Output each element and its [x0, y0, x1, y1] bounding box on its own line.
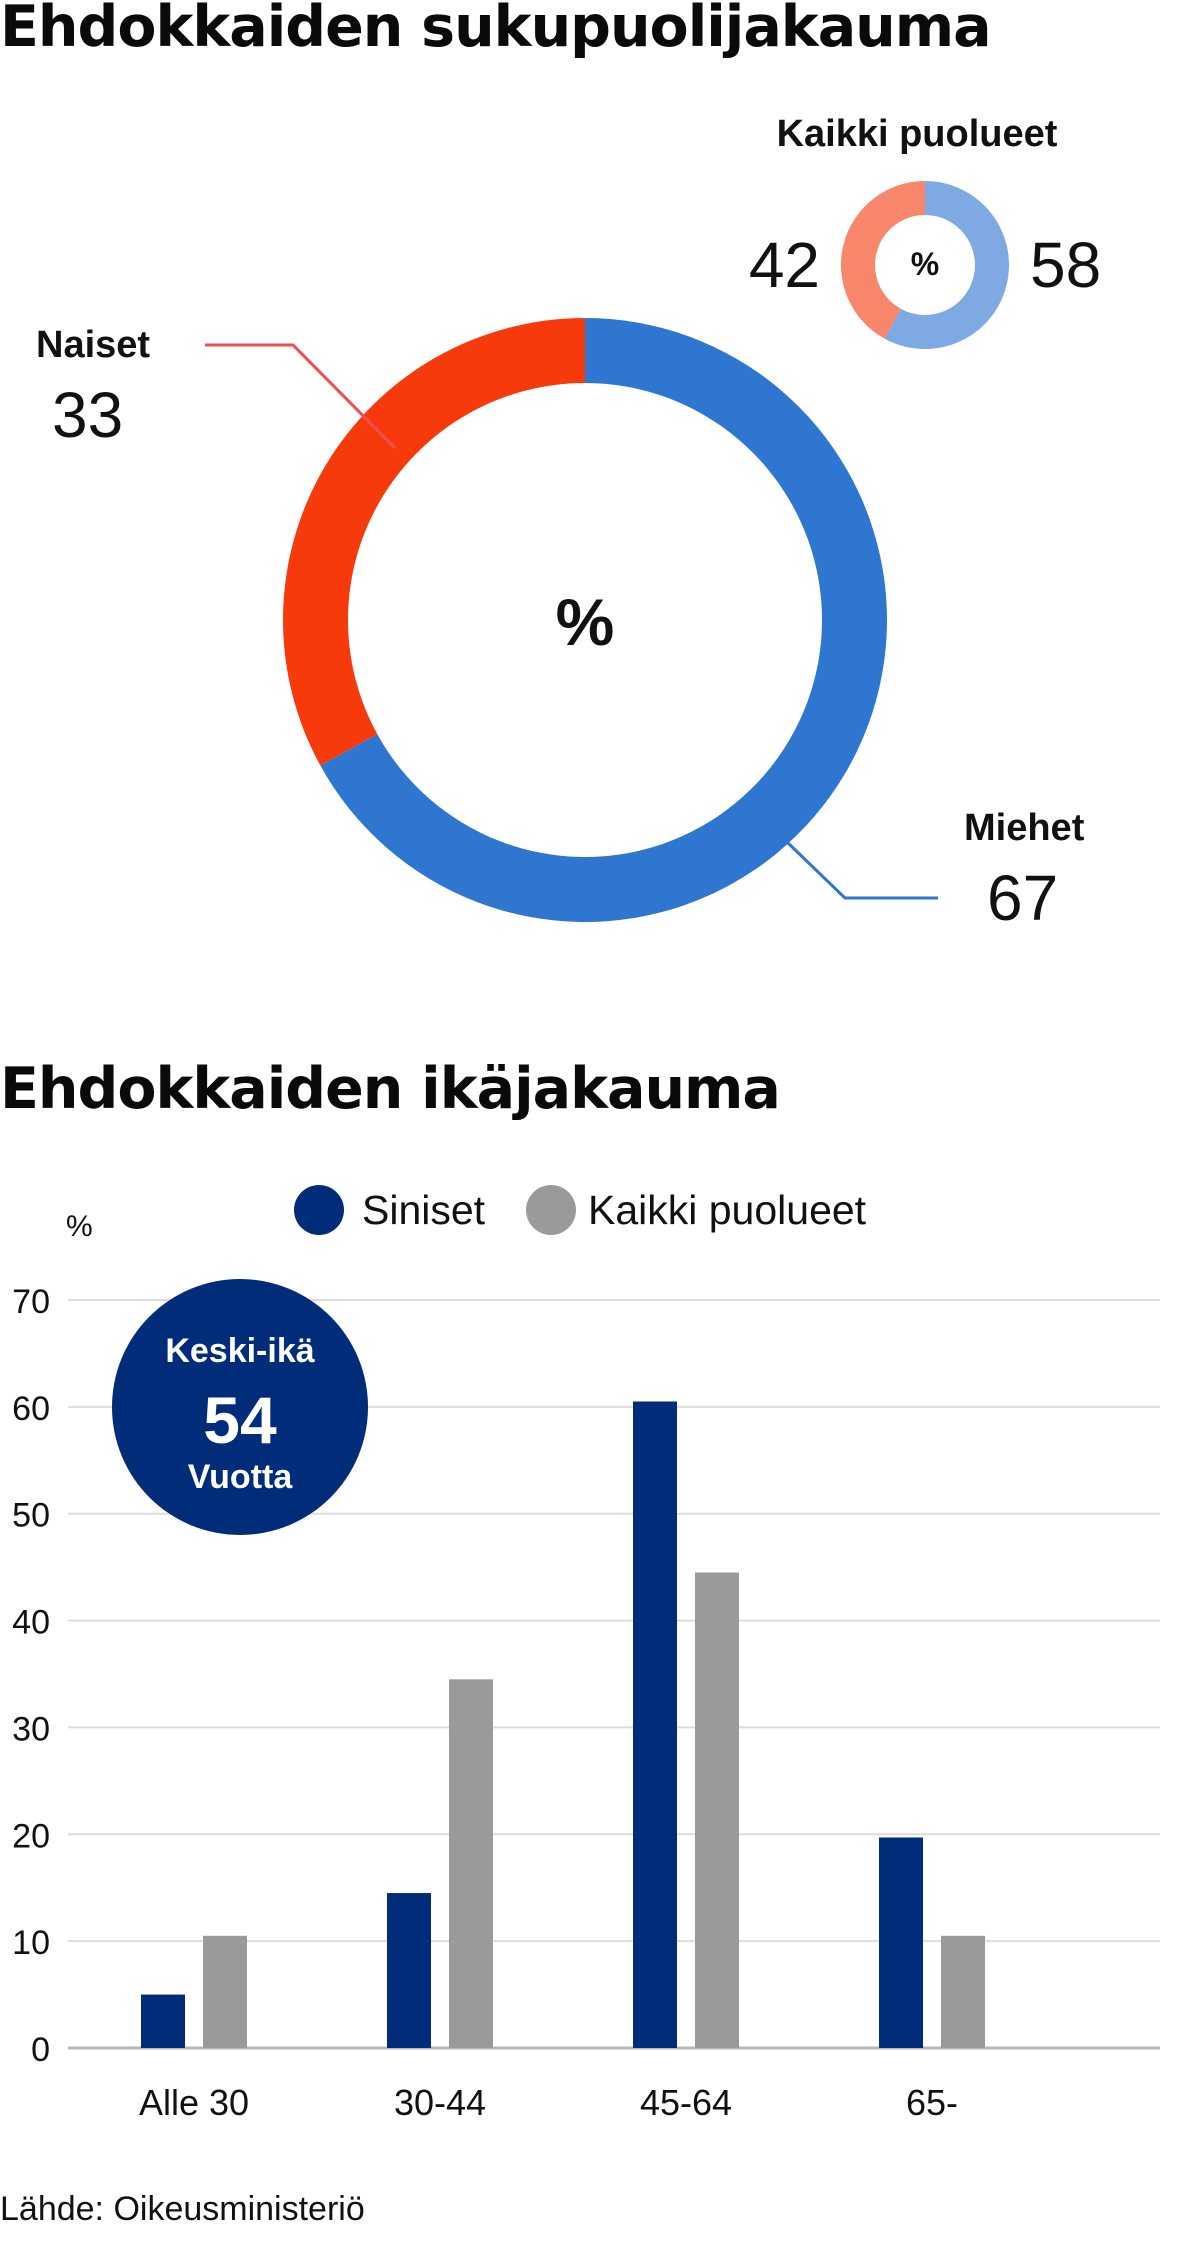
gender-chart-title: Ehdokkaiden sukupuolijakauma [0, 0, 992, 60]
bar-kaikki-3 [941, 1935, 985, 2048]
bar-siniset-0 [141, 1994, 185, 2048]
men-leader-line [786, 841, 938, 900]
x-tick-label: 65- [906, 2082, 958, 2123]
main-donut-center-label: % [556, 585, 615, 659]
y-tick-label: 0 [31, 2031, 50, 2069]
average-age-badge: Keski-ikä 54 Vuotta [112, 1279, 368, 1535]
legend: Siniset Kaikki puolueet [294, 1185, 867, 1235]
bar-siniset-3 [879, 1837, 923, 2048]
age-bar-chart: 0 10 20 30 40 50 60 70 Alle 30 30-44 45-64 65- % S… [12, 1185, 1160, 2123]
men-label: Miehet [964, 807, 1085, 849]
x-tick-label: 30-44 [394, 2082, 486, 2123]
all-parties-center-label: % [911, 246, 939, 282]
legend-kaikki-swatch [526, 1185, 576, 1235]
average-age-value: 54 [203, 1383, 277, 1457]
all-parties-donut [841, 181, 1010, 350]
y-tick-label: 50 [12, 1497, 50, 1535]
bar-kaikki-1 [449, 1679, 493, 2048]
slice-naiset [283, 318, 585, 766]
y-tick-label: 10 [12, 1924, 50, 1962]
average-age-unit: Vuotta [188, 1458, 294, 1496]
main-donut [283, 318, 888, 923]
all-parties-women-value: 42 [749, 229, 820, 301]
y-tick-label: 40 [12, 1604, 50, 1642]
x-tick-label: Alle 30 [139, 2082, 249, 2123]
bar-siniset-2 [633, 1401, 677, 2048]
all-parties-title: Kaikki puolueet [777, 113, 1058, 155]
average-age-title: Keski-ikä [165, 1332, 314, 1370]
women-label: Naiset [36, 324, 150, 366]
source-note: Lähde: Oikeusministeriö [0, 2190, 365, 2228]
y-tick-label: 30 [12, 1710, 50, 1748]
legend-siniset-label: Siniset [362, 1187, 486, 1233]
x-tick-label: 45-64 [640, 2082, 732, 2123]
women-value: 33 [52, 379, 123, 451]
bar-kaikki-2 [695, 1572, 739, 2048]
legend-kaikki-label: Kaikki puolueet [588, 1187, 867, 1233]
bar-siniset-1 [387, 1893, 431, 2048]
all-parties-men-value: 58 [1030, 229, 1101, 301]
y-axis-unit-label: % [66, 1210, 93, 1243]
slice-all-men [884, 181, 1010, 350]
women-leader-line [205, 343, 397, 450]
men-value: 67 [987, 862, 1058, 934]
gender-donut-chart: % Naiset 33 Miehet 67 Kaikki puolueet % … [36, 113, 1101, 934]
y-tick-label: 20 [12, 1817, 50, 1855]
bar-kaikki-0 [203, 1935, 247, 2048]
legend-siniset-swatch [294, 1185, 344, 1235]
slice-all-women [841, 181, 925, 339]
y-tick-label: 70 [12, 1283, 50, 1321]
y-tick-label: 60 [12, 1390, 50, 1428]
age-chart-title: Ehdokkaiden ikäjakauma [0, 1056, 781, 1122]
